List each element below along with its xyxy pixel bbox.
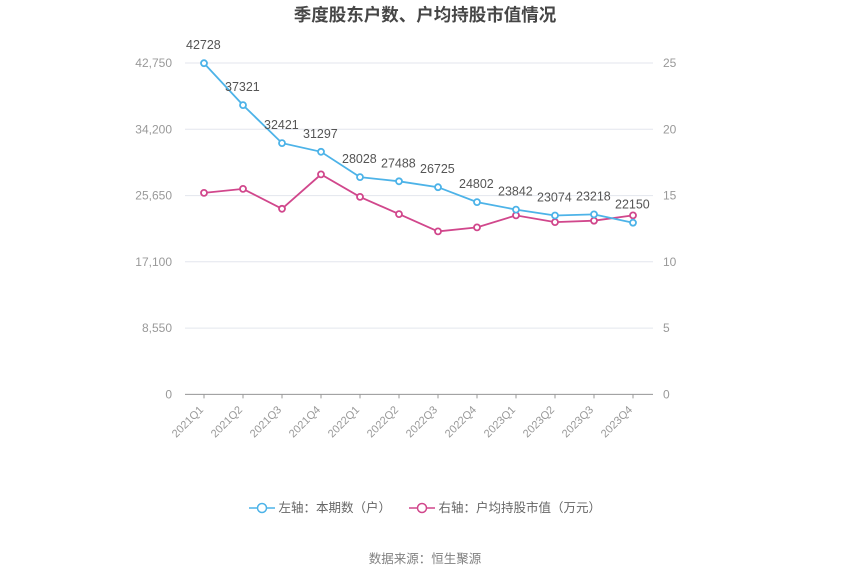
svg-text:2022Q2: 2022Q2 bbox=[365, 404, 401, 440]
svg-text:32421: 32421 bbox=[264, 118, 299, 132]
svg-text:2022Q3: 2022Q3 bbox=[404, 404, 440, 440]
svg-text:2021Q1: 2021Q1 bbox=[170, 404, 206, 440]
svg-text:25: 25 bbox=[663, 56, 677, 70]
svg-text:17,100: 17,100 bbox=[135, 255, 172, 269]
svg-text:2023Q4: 2023Q4 bbox=[599, 404, 635, 440]
svg-text:25,650: 25,650 bbox=[135, 189, 172, 203]
svg-text:42728: 42728 bbox=[186, 38, 221, 52]
svg-text:5: 5 bbox=[663, 321, 670, 335]
svg-text:24802: 24802 bbox=[459, 177, 494, 191]
svg-text:37321: 37321 bbox=[225, 80, 260, 94]
svg-text:0: 0 bbox=[165, 387, 172, 401]
svg-text:2023Q3: 2023Q3 bbox=[560, 404, 596, 440]
svg-text:2021Q3: 2021Q3 bbox=[248, 404, 284, 440]
svg-text:20: 20 bbox=[663, 122, 677, 136]
svg-text:8,550: 8,550 bbox=[142, 321, 172, 335]
svg-text:2021Q4: 2021Q4 bbox=[287, 404, 323, 440]
svg-text:42,750: 42,750 bbox=[135, 56, 172, 70]
svg-text:2021Q2: 2021Q2 bbox=[209, 404, 245, 440]
svg-text:0: 0 bbox=[663, 387, 670, 401]
svg-text:34,200: 34,200 bbox=[135, 122, 172, 136]
svg-text:2023Q1: 2023Q1 bbox=[482, 404, 518, 440]
svg-text:23074: 23074 bbox=[537, 191, 572, 205]
svg-text:23218: 23218 bbox=[576, 189, 611, 203]
svg-text:27488: 27488 bbox=[381, 156, 416, 170]
svg-text:26725: 26725 bbox=[420, 162, 455, 176]
svg-text:23842: 23842 bbox=[498, 185, 533, 199]
svg-text:10: 10 bbox=[663, 255, 677, 269]
svg-text:2022Q1: 2022Q1 bbox=[326, 404, 362, 440]
svg-text:15: 15 bbox=[663, 189, 677, 203]
svg-text:2022Q4: 2022Q4 bbox=[443, 404, 479, 440]
svg-text:31297: 31297 bbox=[303, 127, 338, 141]
svg-text:28028: 28028 bbox=[342, 152, 377, 166]
svg-text:2023Q2: 2023Q2 bbox=[521, 404, 557, 440]
svg-text:22150: 22150 bbox=[615, 198, 650, 212]
